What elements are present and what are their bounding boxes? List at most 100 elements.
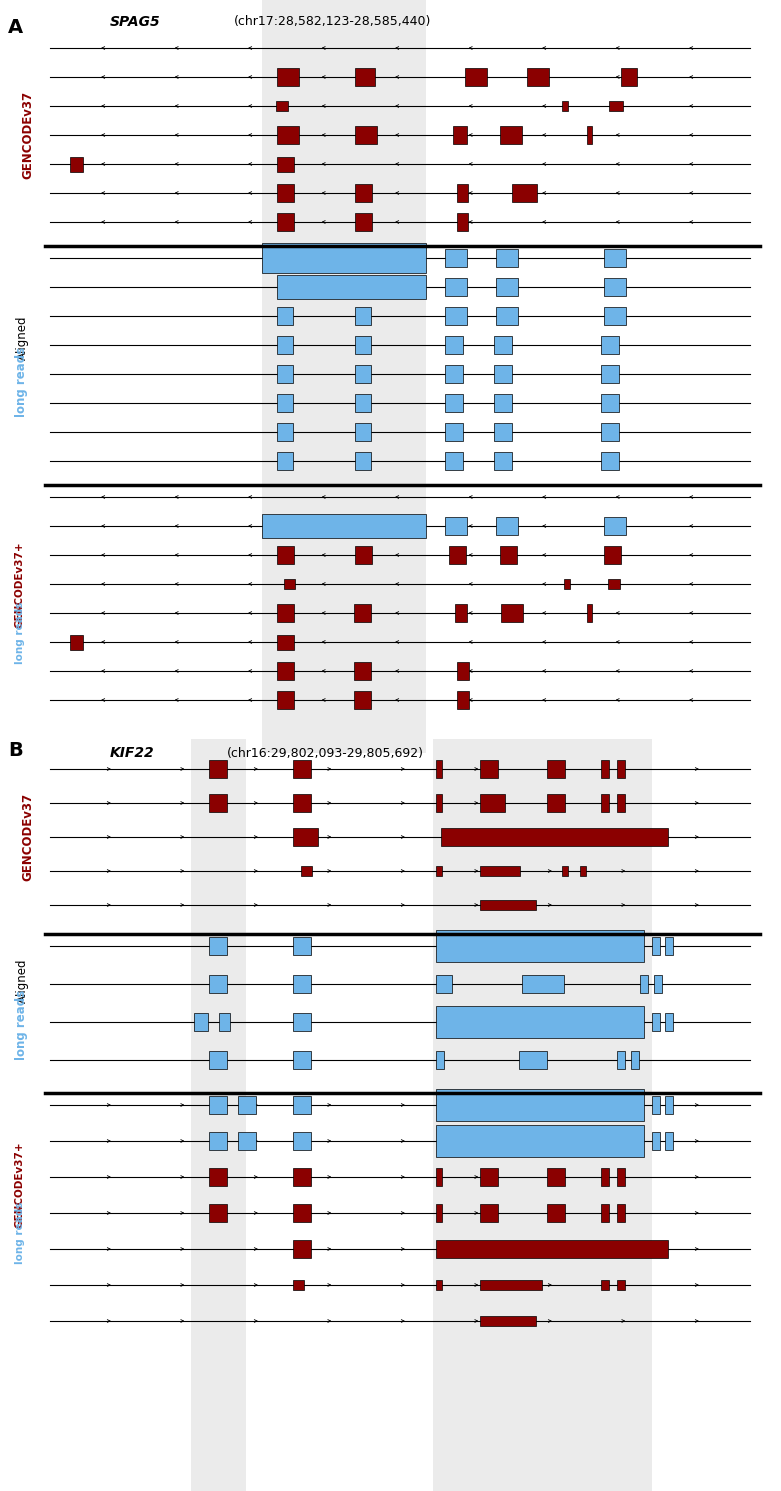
Bar bbox=[445, 423, 463, 441]
Bar bbox=[238, 1096, 256, 1114]
Bar bbox=[601, 1205, 609, 1223]
Bar bbox=[500, 127, 522, 145]
Bar bbox=[547, 760, 565, 778]
Bar bbox=[445, 365, 463, 383]
Bar bbox=[665, 1132, 673, 1150]
Bar bbox=[436, 795, 442, 813]
Bar bbox=[494, 452, 512, 470]
Bar bbox=[209, 760, 227, 778]
Bar bbox=[617, 1205, 625, 1223]
Bar bbox=[293, 795, 311, 813]
Bar bbox=[355, 127, 377, 145]
Bar bbox=[293, 1012, 311, 1030]
Bar bbox=[293, 1096, 311, 1114]
Bar bbox=[277, 127, 299, 145]
Bar bbox=[601, 423, 619, 441]
Bar bbox=[238, 1132, 256, 1150]
Bar bbox=[209, 1132, 227, 1150]
Bar bbox=[480, 1279, 542, 1290]
Bar bbox=[547, 1167, 565, 1185]
Bar bbox=[293, 1051, 311, 1069]
Bar bbox=[665, 1012, 673, 1030]
Text: long reads: long reads bbox=[16, 346, 28, 416]
Bar bbox=[496, 517, 518, 535]
Bar bbox=[601, 760, 609, 778]
Bar bbox=[640, 975, 648, 993]
Bar bbox=[277, 690, 294, 710]
Bar bbox=[293, 1167, 311, 1185]
Bar bbox=[500, 546, 517, 564]
Bar bbox=[355, 546, 373, 564]
Bar bbox=[436, 866, 442, 877]
Bar bbox=[209, 975, 227, 993]
Bar bbox=[604, 307, 626, 325]
Bar bbox=[480, 901, 537, 910]
Bar bbox=[494, 423, 512, 441]
Bar bbox=[209, 795, 227, 813]
Bar bbox=[455, 604, 466, 622]
Bar bbox=[547, 1205, 565, 1223]
Bar bbox=[277, 452, 293, 470]
Bar bbox=[355, 452, 371, 470]
Bar bbox=[277, 365, 293, 383]
Bar bbox=[355, 183, 373, 201]
Bar bbox=[355, 365, 371, 383]
Bar bbox=[562, 101, 569, 110]
Bar bbox=[501, 604, 523, 622]
Bar bbox=[436, 975, 451, 993]
Bar bbox=[601, 452, 619, 470]
Bar bbox=[562, 866, 569, 877]
Bar bbox=[436, 1051, 444, 1069]
Bar bbox=[262, 0, 426, 753]
Bar bbox=[209, 1205, 227, 1223]
Bar bbox=[580, 866, 586, 877]
Text: A: A bbox=[8, 18, 23, 37]
Bar bbox=[652, 1012, 660, 1030]
Bar bbox=[293, 1241, 311, 1258]
Bar bbox=[354, 690, 371, 710]
Bar bbox=[480, 866, 520, 877]
Bar bbox=[445, 452, 463, 470]
Bar bbox=[355, 394, 371, 412]
Bar bbox=[631, 1051, 639, 1069]
Bar bbox=[617, 760, 625, 778]
Bar bbox=[445, 394, 463, 412]
Text: long reads: long reads bbox=[15, 602, 25, 663]
Bar bbox=[601, 335, 619, 353]
Bar bbox=[70, 635, 84, 650]
Bar bbox=[262, 514, 426, 538]
Bar bbox=[617, 1167, 625, 1185]
Bar bbox=[665, 1096, 673, 1114]
Bar bbox=[522, 975, 564, 993]
Bar bbox=[449, 546, 466, 564]
Bar bbox=[512, 183, 537, 201]
Bar bbox=[219, 1012, 230, 1030]
Text: Aligned: Aligned bbox=[16, 315, 28, 359]
Bar bbox=[665, 936, 673, 956]
Bar bbox=[436, 1006, 644, 1038]
Bar bbox=[433, 740, 652, 1491]
Bar bbox=[436, 1167, 442, 1185]
Bar bbox=[496, 307, 518, 325]
Bar bbox=[209, 936, 227, 956]
Text: GENCODEv37: GENCODEv37 bbox=[22, 793, 34, 881]
Bar bbox=[277, 335, 293, 353]
Bar bbox=[654, 975, 662, 993]
Bar bbox=[301, 866, 312, 877]
Bar bbox=[293, 936, 311, 956]
Bar bbox=[617, 795, 625, 813]
Bar bbox=[480, 760, 498, 778]
Bar bbox=[436, 1205, 442, 1223]
Bar bbox=[277, 276, 426, 298]
Bar bbox=[276, 101, 287, 110]
Text: GENCODEv37+: GENCODEv37+ bbox=[15, 1142, 25, 1229]
Bar bbox=[608, 579, 619, 589]
Bar bbox=[601, 795, 609, 813]
Bar bbox=[601, 1167, 609, 1185]
Bar bbox=[354, 662, 371, 680]
Bar bbox=[445, 307, 467, 325]
Bar bbox=[445, 517, 467, 535]
Bar bbox=[436, 1124, 644, 1157]
Bar bbox=[652, 1132, 660, 1150]
Bar bbox=[652, 1096, 660, 1114]
